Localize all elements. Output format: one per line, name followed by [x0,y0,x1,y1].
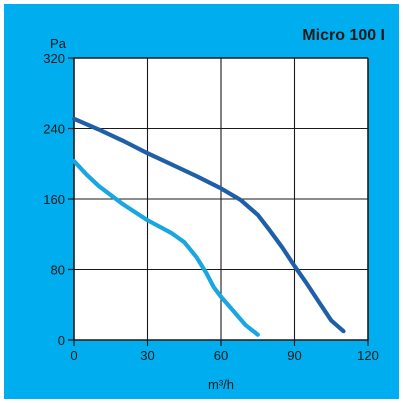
y-tick-label: 80 [51,263,65,278]
series-line-dark [71,116,346,334]
y-axis-ticks: 0 80 160 240 320 [43,51,74,348]
x-tick-label: 90 [287,348,301,363]
x-axis-ticks: 0 30 60 90 120 [70,340,379,363]
y-tick-label: 0 [58,333,65,348]
x-tick-label: 120 [357,348,379,363]
chart-title: Micro 100 I [302,27,385,44]
series-line-light [71,159,260,337]
y-tick-label: 320 [43,51,65,66]
y-tick-label: 160 [43,192,65,207]
series-layer [71,116,346,337]
y-tick-label: 240 [43,122,65,137]
x-tick-label: 0 [70,348,77,363]
x-tick-label: 30 [140,348,154,363]
x-axis-label: m³/h [208,377,234,392]
y-axis-label: Pa [50,36,67,51]
x-tick-label: 60 [214,348,228,363]
grid-lines [73,57,369,341]
